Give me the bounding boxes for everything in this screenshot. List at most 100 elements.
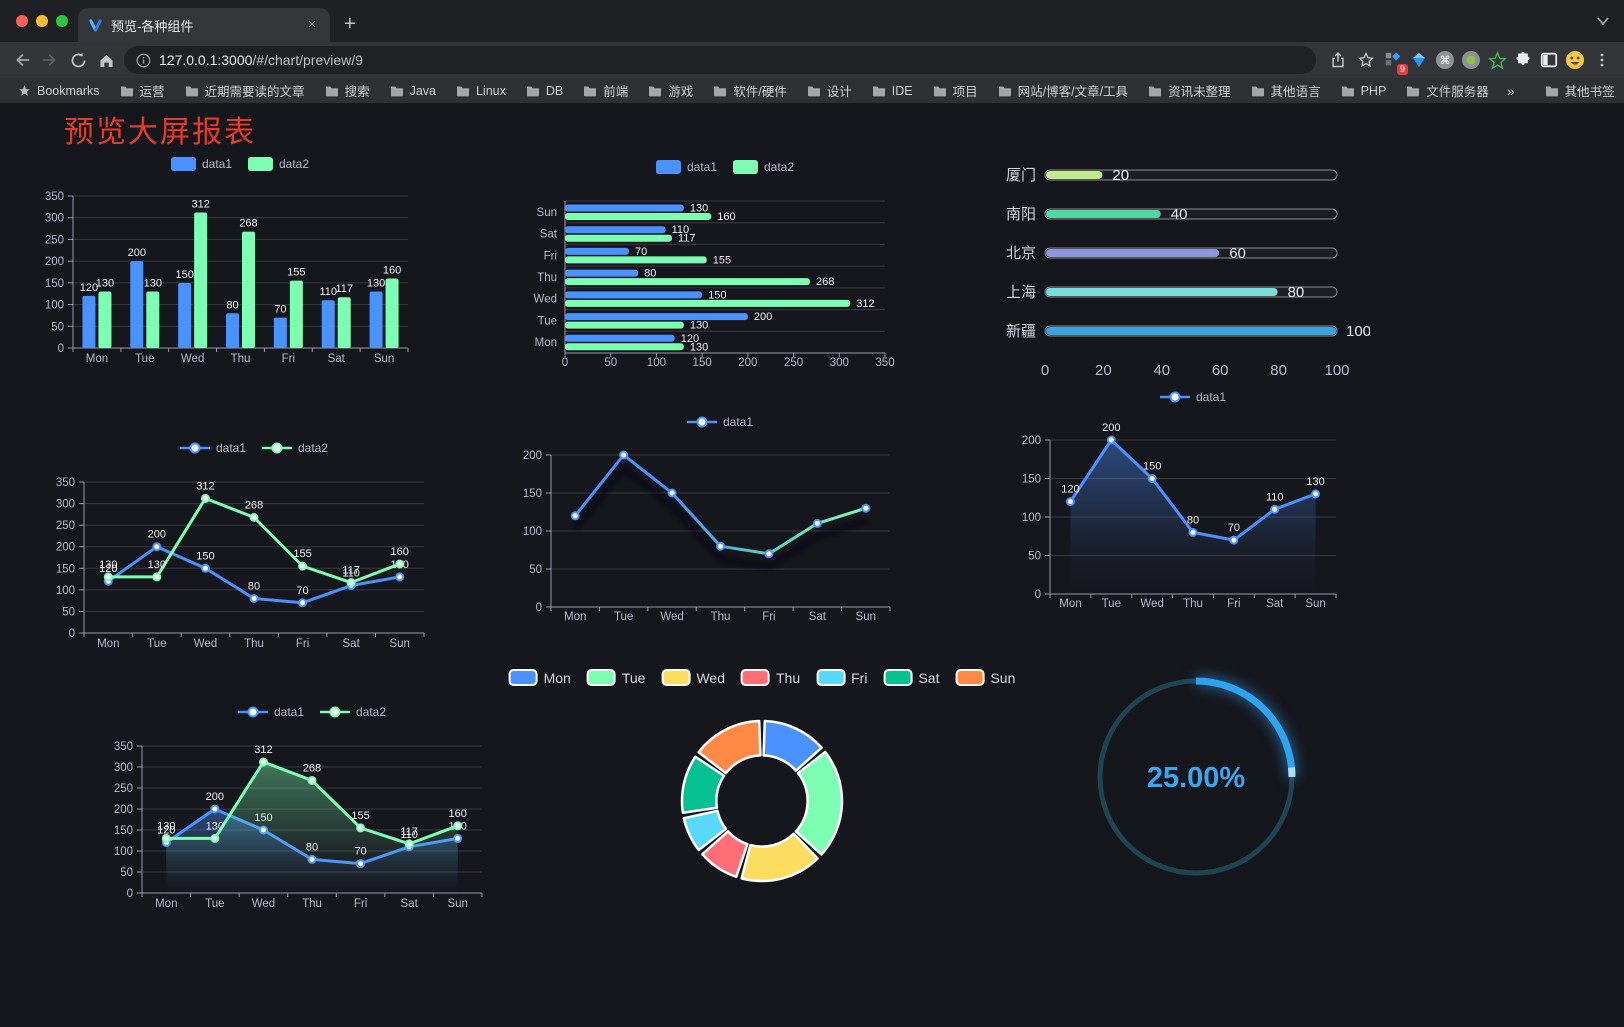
- legend-item-data2[interactable]: data2: [320, 705, 386, 719]
- legend-item-data1[interactable]: data1: [655, 160, 717, 174]
- svg-text:130: 130: [206, 820, 224, 832]
- bookmark-label: PHP: [1360, 83, 1387, 98]
- browser-tab[interactable]: 预览-各种组件 ×: [78, 8, 330, 42]
- bookmark-folder[interactable]: 搜索: [317, 79, 378, 102]
- legend-swatch-icon: [248, 157, 273, 171]
- svg-text:150: 150: [523, 488, 542, 500]
- svg-text:150: 150: [693, 357, 712, 369]
- extension-dot-icon[interactable]: [1458, 47, 1484, 73]
- bookmark-folder[interactable]: DB: [518, 82, 571, 100]
- share-button[interactable]: [1324, 46, 1352, 74]
- bookmark-folder[interactable]: 网站/博客/文章/工具: [990, 79, 1136, 102]
- svg-text:200: 200: [56, 542, 75, 554]
- svg-text:150: 150: [1143, 461, 1161, 473]
- bookmarks-overflow-chevron[interactable]: »: [1506, 82, 1515, 99]
- legend-item-data2[interactable]: data2: [262, 441, 328, 455]
- legend-item-tue[interactable]: Tue: [586, 669, 645, 686]
- legend-item-data2[interactable]: data2: [733, 160, 794, 174]
- svg-text:Wed: Wed: [194, 638, 217, 650]
- svg-text:Thu: Thu: [711, 611, 731, 623]
- extensions-puzzle-icon[interactable]: [1510, 47, 1536, 73]
- extension-gem-icon[interactable]: [1406, 47, 1432, 73]
- legend-label: data2: [298, 441, 329, 455]
- bookmark-folder[interactable]: 其他语言: [1243, 79, 1329, 102]
- svg-text:150: 150: [1022, 474, 1041, 486]
- legend-item-fri[interactable]: Fri: [816, 669, 867, 686]
- address-bar[interactable]: 127.0.0.1:3000/#/chart/preview/9: [124, 46, 1316, 74]
- svg-text:200: 200: [738, 357, 757, 369]
- svg-text:110: 110: [342, 568, 360, 580]
- legend-item-sun[interactable]: Sun: [955, 669, 1015, 686]
- legend-item-data1[interactable]: data1: [179, 441, 246, 455]
- legend-item-data1[interactable]: data1: [686, 415, 753, 429]
- bookmark-label: 资讯未整理: [1168, 85, 1231, 99]
- svg-text:312: 312: [856, 298, 874, 310]
- minimize-window-button[interactable]: [36, 15, 48, 27]
- svg-text:200: 200: [148, 529, 166, 541]
- legend-item-mon[interactable]: Mon: [508, 669, 571, 686]
- close-window-button[interactable]: [16, 15, 28, 27]
- legend-item-data1[interactable]: data1: [237, 705, 304, 719]
- legend-item-data1[interactable]: data1: [1159, 390, 1226, 404]
- bookmark-folder[interactable]: 设计: [799, 79, 860, 102]
- svg-text:250: 250: [45, 234, 64, 246]
- svg-text:0: 0: [69, 628, 75, 640]
- legend-label: Sun: [990, 669, 1016, 686]
- extension-emoji-icon[interactable]: [1562, 47, 1588, 73]
- bookmark-folder[interactable]: 项目: [925, 79, 986, 102]
- bookmark-label: Linux: [475, 83, 506, 98]
- bookmark-folder[interactable]: IDE: [864, 82, 921, 100]
- svg-text:155: 155: [351, 810, 369, 822]
- bookmark-folder[interactable]: 近期需要读的文章: [177, 79, 313, 102]
- site-info-icon[interactable]: [136, 53, 151, 68]
- folder-icon: [1341, 85, 1355, 97]
- svg-text:Sun: Sun: [447, 898, 467, 910]
- svg-text:Wed: Wed: [660, 611, 683, 623]
- svg-text:117: 117: [400, 826, 418, 838]
- legend-item-sat[interactable]: Sat: [883, 669, 939, 686]
- legend-label: data1: [273, 705, 304, 719]
- bookmark-folder[interactable]: Java: [382, 82, 444, 100]
- svg-text:0: 0: [127, 888, 133, 900]
- bookmark-star-button[interactable]: [1352, 46, 1380, 74]
- svg-text:60: 60: [1229, 245, 1246, 262]
- reload-button[interactable]: [64, 46, 92, 74]
- bookmark-label: 设计: [826, 85, 852, 99]
- new-tab-button[interactable]: +: [344, 13, 356, 35]
- bookmarks-manager-item[interactable]: Bookmarks: [10, 82, 108, 100]
- legend-item-data1[interactable]: data1: [170, 157, 232, 171]
- svg-text:50: 50: [62, 606, 75, 618]
- bookmark-folder[interactable]: 运营: [112, 79, 173, 102]
- bookmark-label: 运营: [139, 85, 165, 99]
- forward-button[interactable]: [36, 46, 64, 74]
- bookmark-folder[interactable]: 游戏: [640, 79, 701, 102]
- bookmark-folder[interactable]: 软件/硬件: [705, 79, 794, 102]
- svg-text:50: 50: [51, 321, 64, 333]
- extension-command-icon[interactable]: ⌘: [1432, 47, 1458, 73]
- bookmark-folder[interactable]: 文件服务器: [1398, 79, 1497, 102]
- legend-item-wed[interactable]: Wed: [661, 669, 725, 686]
- bookmark-folder[interactable]: PHP: [1333, 82, 1395, 100]
- legend-item-thu[interactable]: Thu: [741, 669, 800, 686]
- svg-text:200: 200: [754, 311, 772, 323]
- home-button[interactable]: [92, 46, 120, 74]
- zoom-window-button[interactable]: [56, 15, 68, 27]
- legend-item-data2[interactable]: data2: [248, 157, 309, 171]
- side-panel-icon[interactable]: [1536, 47, 1562, 73]
- browser-menu-button[interactable]: [1588, 46, 1616, 74]
- svg-text:20: 20: [1112, 167, 1129, 184]
- other-bookmarks-folder[interactable]: 其他书签: [1537, 79, 1623, 102]
- tab-search-chevron-icon[interactable]: [1596, 16, 1610, 26]
- bookmark-folder[interactable]: 前端: [575, 79, 636, 102]
- svg-text:Fri: Fri: [296, 638, 309, 650]
- back-button[interactable]: [8, 46, 36, 74]
- bookmark-folder[interactable]: Linux: [448, 82, 514, 100]
- svg-text:Tue: Tue: [147, 638, 166, 650]
- tab-close-icon[interactable]: ×: [307, 16, 317, 33]
- extension-grid-icon[interactable]: 9: [1380, 47, 1408, 75]
- svg-text:Wed: Wed: [252, 898, 275, 910]
- svg-text:0: 0: [1041, 362, 1049, 379]
- extension-star-icon[interactable]: [1484, 47, 1510, 73]
- bookmark-folder[interactable]: 资讯未整理: [1140, 79, 1239, 102]
- svg-text:80: 80: [1288, 284, 1305, 301]
